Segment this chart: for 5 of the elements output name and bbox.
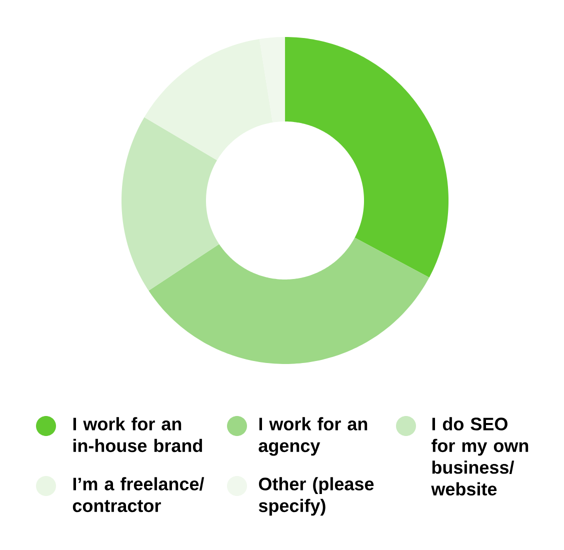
legend-label: I do SEO for my own business/ website bbox=[431, 417, 528, 496]
legend-label: Other (please specify) bbox=[258, 477, 374, 516]
legend-label: I’m a freelance/ contractor bbox=[72, 477, 204, 512]
legend-label: I work for an agency bbox=[258, 417, 368, 456]
legend-label: I work for an in-house brand bbox=[73, 417, 202, 452]
